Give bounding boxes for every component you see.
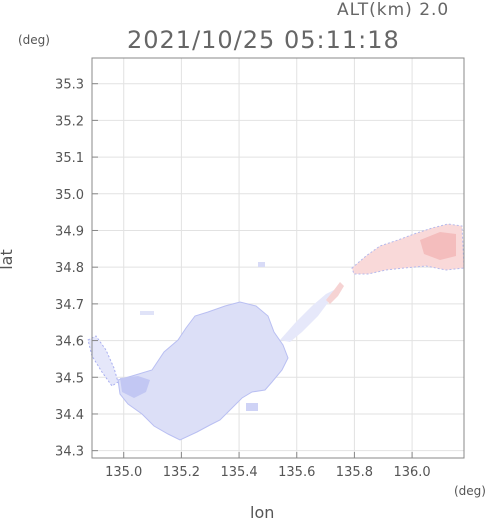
blue-dark-patch [120, 376, 150, 398]
blue-echo-region [87, 262, 334, 441]
y-tick-label: 34.8 [55, 261, 84, 276]
x-tick-label: 135.0 [105, 465, 142, 480]
pink-streak [326, 282, 344, 304]
blue-main-cell [117, 301, 289, 441]
y-tick-label: 34.5 [55, 371, 84, 386]
y-tick-label: 35.3 [55, 78, 84, 93]
x-tick-labels: 135.0 135.2 135.4 135.6 135.8 136.0 [105, 465, 431, 480]
x-tick-label: 135.2 [163, 465, 200, 480]
x-axis-title: lon [250, 503, 275, 522]
timestamp-title: 2021/10/25 05:11:18 [127, 26, 400, 54]
y-tick-label: 34.3 [55, 445, 84, 460]
y-tick-label: 34.6 [55, 335, 84, 350]
x-unit-label: (deg) [454, 484, 486, 498]
blue-east-band [280, 290, 334, 342]
tick-marks [92, 83, 413, 458]
y-tick-label: 35.0 [55, 188, 84, 203]
y-tick-label: 34.7 [55, 298, 84, 313]
blue-speck [140, 311, 154, 315]
pink-dark-patch [420, 232, 456, 260]
blue-speck [258, 262, 265, 267]
x-tick-label: 135.4 [220, 465, 257, 480]
blue-west-fringe [87, 335, 119, 387]
plot-frame [91, 57, 465, 459]
y-tick-label: 35.1 [55, 151, 84, 166]
y-unit-label: (deg) [18, 33, 50, 47]
y-tick-label: 34.9 [55, 224, 84, 239]
altitude-label: ALT(km) 2.0 [337, 0, 450, 20]
x-tick-label: 136.0 [393, 465, 430, 480]
pink-echo-region [326, 223, 465, 304]
y-tick-label: 34.4 [55, 408, 84, 423]
blue-small-cell [246, 403, 258, 411]
y-tick-labels: 35.3 35.2 35.1 35.0 34.9 34.8 34.7 34.6 34.5 34.4… [55, 78, 84, 460]
y-tick-label: 35.2 [55, 114, 84, 129]
x-tick-label: 135.6 [278, 465, 315, 480]
x-tick-label: 135.8 [336, 465, 373, 480]
